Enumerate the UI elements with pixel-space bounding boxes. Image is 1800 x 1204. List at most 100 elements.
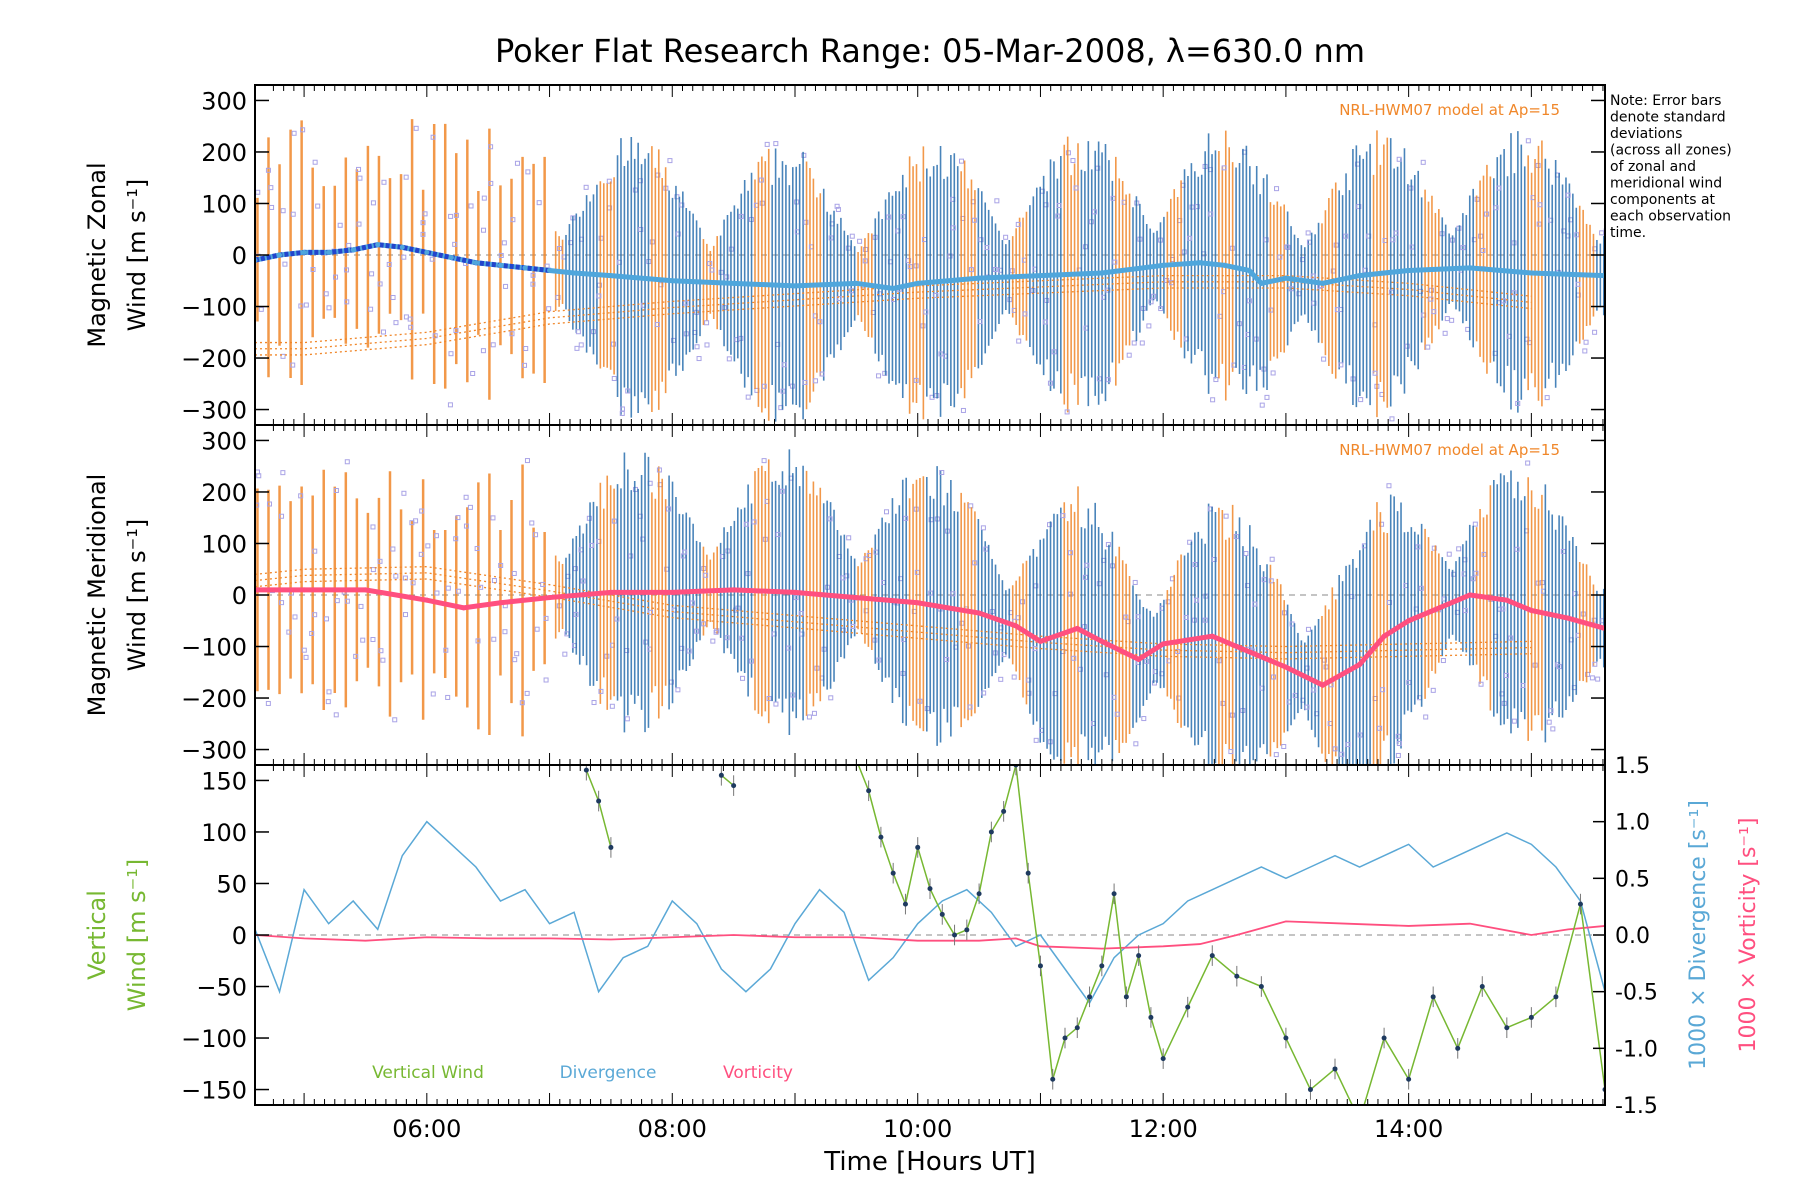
scatter-point — [1311, 687, 1317, 693]
scatter-point — [1423, 714, 1429, 720]
plot-area — [255, 119, 1605, 422]
right-tick-label: -1.0 — [1615, 1037, 1658, 1062]
scatter-point — [1114, 711, 1120, 717]
scatter-point — [357, 175, 363, 181]
scatter-point — [968, 267, 974, 273]
scatter-point — [448, 213, 454, 219]
scatter-point — [390, 546, 396, 552]
y-axis-label-line2: Wind [m s⁻¹] — [123, 179, 151, 331]
y-tick-label: 200 — [201, 139, 247, 167]
scatter-point — [1071, 655, 1077, 661]
scatter-point — [280, 470, 286, 476]
mean-point — [915, 600, 921, 606]
scatter-point — [481, 227, 487, 233]
mean-point — [1357, 662, 1363, 668]
scatter-point — [1311, 300, 1317, 306]
scatter-point — [290, 211, 296, 217]
scatter-point — [1213, 377, 1219, 383]
scatter-point — [530, 281, 536, 287]
vertical-wind-point — [1099, 963, 1105, 969]
scatter-point — [280, 208, 286, 214]
right-axis-label-vorticity: 1000 × Vorticity [s⁻¹] — [1736, 818, 1761, 1053]
scatter-point — [1456, 546, 1462, 552]
scatter-point — [1016, 338, 1022, 344]
vertical-wind-point — [878, 834, 884, 840]
scatter-point — [1148, 299, 1154, 305]
scatter-point — [1343, 233, 1349, 239]
y-tick-label: 50 — [216, 870, 247, 898]
note-line: time. — [1610, 225, 1646, 241]
scatter-point — [1332, 746, 1338, 752]
right-tick-label: -0.5 — [1615, 981, 1658, 1006]
scatter-point — [656, 467, 662, 473]
scatter-point — [704, 342, 710, 348]
scatter-point — [368, 306, 374, 312]
x-tick-label: 08:00 — [638, 1115, 707, 1143]
scatter-point — [418, 551, 424, 557]
scatter-point — [422, 211, 428, 217]
scatter-point — [1415, 544, 1421, 550]
scatter-point — [312, 548, 318, 554]
scatter-point — [480, 348, 486, 354]
vertical-wind-point — [1074, 1025, 1080, 1031]
scatter-point — [1595, 676, 1601, 682]
scatter-point — [315, 203, 321, 209]
scatter-point — [265, 167, 271, 173]
scatter-point — [1508, 635, 1514, 641]
scatter-point — [1372, 370, 1378, 376]
scatter-point — [491, 636, 497, 642]
scatter-point — [445, 585, 451, 591]
vertical-wind-point — [1553, 994, 1559, 1000]
scatter-point — [1151, 293, 1157, 299]
mean-point — [669, 589, 675, 595]
scatter-point — [1367, 767, 1371, 771]
scatter-point — [694, 628, 700, 634]
vertical-wind-point — [1062, 1035, 1068, 1041]
scatter-point — [786, 645, 792, 651]
scatter-point — [950, 225, 956, 231]
y-axis-label-line1: Magnetic Zonal — [83, 162, 111, 347]
scatter-point — [1042, 319, 1048, 325]
scatter-point — [370, 567, 376, 573]
mean-point — [608, 589, 614, 595]
scatter-point — [356, 166, 362, 172]
scatter-point — [258, 306, 264, 312]
scatter-point — [1194, 597, 1200, 603]
mean-point — [1357, 273, 1363, 279]
scatter-point — [938, 351, 944, 357]
vertical-wind-point — [1234, 973, 1240, 979]
scatter-point — [1211, 556, 1217, 562]
scatter-point — [333, 487, 339, 493]
scatter-point — [1525, 138, 1531, 144]
scatter-point — [1268, 307, 1274, 313]
vertical-wind-point — [964, 927, 970, 933]
scatter-point — [907, 264, 913, 270]
scatter-point — [624, 716, 630, 722]
x-tick-label: 14:00 — [1374, 1115, 1443, 1143]
scatter-point — [522, 362, 528, 368]
vertical-wind-point — [890, 870, 896, 876]
scatter-point — [1221, 165, 1227, 171]
scatter-point — [1084, 562, 1090, 568]
y-tick-label: −300 — [181, 397, 247, 425]
y-tick-label: −100 — [181, 1025, 247, 1053]
mean-point — [1467, 265, 1473, 271]
scatter-point — [356, 221, 362, 227]
vertical-wind-point — [1332, 1066, 1338, 1072]
scatter-point — [972, 560, 978, 566]
scatter-point — [1274, 186, 1280, 192]
y-tick-label: −300 — [181, 737, 247, 765]
mean-point — [1504, 597, 1510, 603]
scatter-point — [1511, 290, 1517, 296]
legend-entry: Vertical Wind — [372, 1063, 484, 1083]
scatter-point — [696, 356, 702, 362]
scatter-point — [1271, 674, 1277, 680]
y-tick-label: −200 — [181, 685, 247, 713]
vertical-wind-point — [1258, 984, 1264, 990]
model-line — [255, 572, 1532, 654]
scatter-point — [1310, 273, 1316, 279]
mean-point — [1099, 638, 1105, 644]
scatter-point — [453, 328, 459, 334]
scatter-point — [1589, 675, 1595, 681]
mean-point — [350, 247, 356, 253]
